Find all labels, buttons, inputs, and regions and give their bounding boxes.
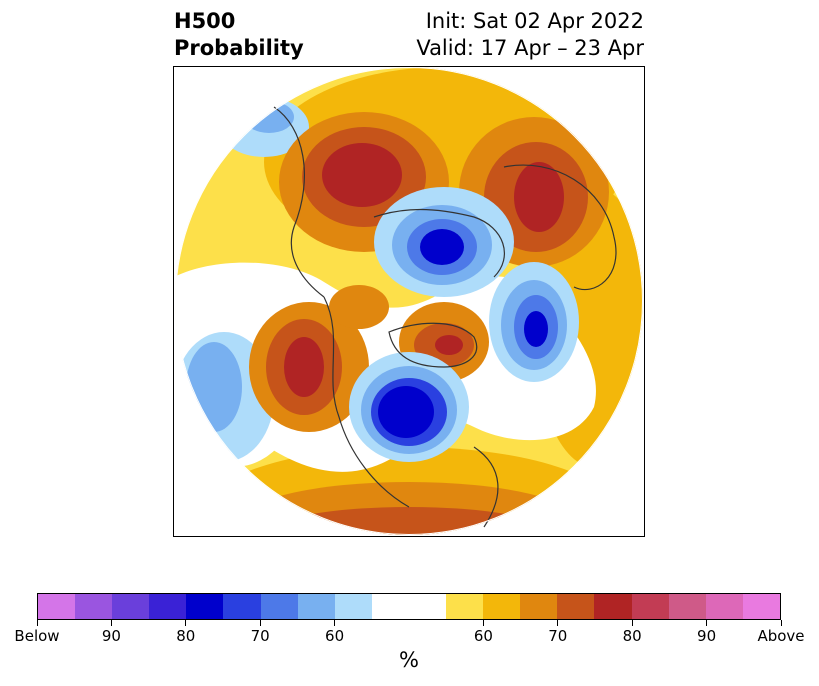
below-80-canada (378, 386, 434, 438)
colorbar-tick-label: 90 (101, 627, 121, 645)
colorbar-tick-label: 60 (473, 627, 493, 645)
forecast-dates: Init: Sat 02 Apr 2022 Valid: 17 Apr – 23… (416, 8, 644, 62)
colorbar-tick-label: 90 (697, 627, 717, 645)
coastline-arctic (373, 208, 505, 278)
title-type: Probability (174, 36, 304, 60)
above-band-south-core (269, 507, 549, 535)
colorbar-cell (186, 594, 224, 619)
coastline-pacific (323, 296, 410, 508)
colorbar-cell (297, 594, 335, 619)
coastlines (273, 106, 617, 528)
colorbar-cell (75, 594, 113, 619)
colorbar-cell (668, 594, 706, 619)
colorbar-tick-label: 80 (622, 627, 642, 645)
colorbar-cell (408, 594, 447, 619)
colorbar-tick-mark (36, 620, 38, 626)
above-80-asia (514, 162, 564, 232)
above-80-west (284, 337, 324, 397)
colorbar-cell (594, 594, 632, 619)
valid-range: Valid: 17 Apr – 23 Apr (416, 36, 644, 60)
probability-map (173, 66, 645, 537)
below-80-arctic (420, 229, 464, 265)
colorbar (37, 593, 781, 620)
colorbar-cell (742, 594, 780, 619)
colorbar-tick-label: 60 (325, 627, 345, 645)
above-70-north (329, 285, 389, 329)
map-disk-edge (175, 67, 643, 535)
colorbar-tick-label: 70 (250, 627, 270, 645)
colorbar-cell (631, 594, 669, 619)
below-80-atlantic (524, 311, 548, 347)
coastline-atlantic (473, 446, 499, 528)
init-date: Init: Sat 02 Apr 2022 (425, 9, 644, 33)
colorbar-tick-mark (259, 620, 261, 626)
colorbar-cell (112, 594, 150, 619)
colorbar-cell (446, 594, 484, 619)
colorbar-tick-mark (334, 620, 336, 626)
colorbar-cell (705, 594, 743, 619)
colorbar-tick-label: Above (757, 627, 805, 645)
title-variable: H500 (174, 9, 236, 33)
colorbar-cell (149, 594, 187, 619)
colorbar-tick-mark (706, 620, 708, 626)
colorbar-cell (260, 594, 298, 619)
colorbar-tick-mark (631, 620, 633, 626)
colorbar-cell (38, 594, 76, 619)
colorbar-cell (223, 594, 261, 619)
probability-fill (175, 67, 643, 535)
coastline-asia (503, 164, 617, 291)
colorbar-tick-mark (185, 620, 187, 626)
colorbar-cell (483, 594, 521, 619)
colorbar-tick-label: Below (14, 627, 60, 645)
coastline-west (273, 106, 325, 298)
colorbar-cell (557, 594, 595, 619)
polar-map-svg (175, 67, 643, 535)
colorbar-cell (520, 594, 558, 619)
colorbar-tick-mark (557, 620, 559, 626)
below-70-pacific (186, 342, 242, 432)
colorbar-tick-mark (482, 620, 484, 626)
colorbar-tick-mark (780, 620, 782, 626)
colorbar-cell (371, 594, 409, 619)
colorbar-tick-label: 70 (548, 627, 568, 645)
coastline-greenland (388, 322, 478, 368)
colorbar-tick-label: 80 (176, 627, 196, 645)
map-title: H500 Probability (174, 8, 304, 62)
colorbar-unit: % (399, 648, 419, 672)
above-80-greenland (435, 335, 463, 355)
above-80-alaska (322, 143, 402, 207)
colorbar-cell (334, 594, 372, 619)
colorbar-tick-mark (110, 620, 112, 626)
